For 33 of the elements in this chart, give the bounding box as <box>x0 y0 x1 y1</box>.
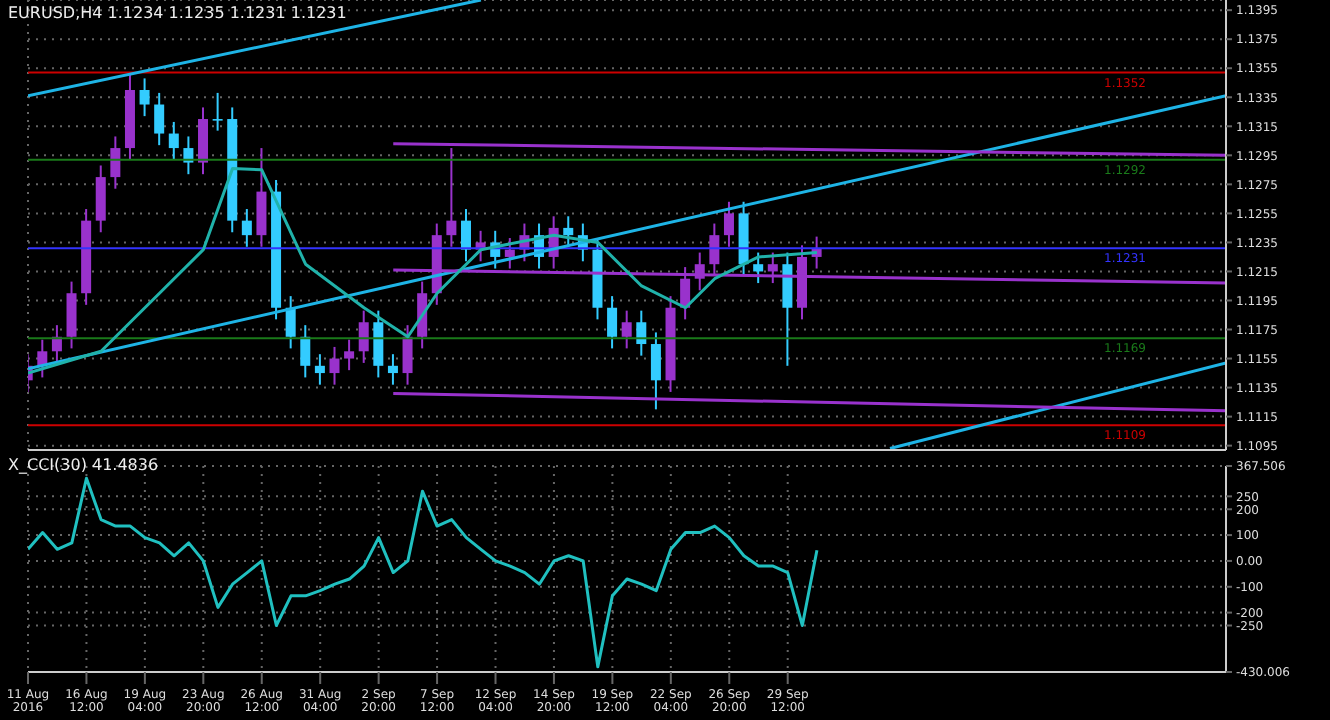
candlestick <box>607 295 618 350</box>
candlestick <box>563 215 574 248</box>
candlestick <box>256 147 267 248</box>
chart-title: X_CCI(30) 41.4836 <box>8 456 159 474</box>
candlestick <box>387 353 398 386</box>
candlestick <box>285 295 296 350</box>
candlestick <box>66 280 77 350</box>
candlestick <box>373 309 384 379</box>
candlestick <box>198 106 209 176</box>
candlestick <box>753 251 764 285</box>
candlestick <box>168 120 179 161</box>
candlestick <box>621 309 632 350</box>
candlestick <box>300 324 311 379</box>
candlestick <box>212 91 223 132</box>
candlestick <box>139 77 150 118</box>
chart-title: EURUSD,H4 1.1234 1.1235 1.1231 1.1231 <box>8 4 347 22</box>
candlestick <box>723 200 734 248</box>
candlestick <box>782 251 793 367</box>
candlestick <box>650 331 661 411</box>
candlestick <box>154 91 165 147</box>
candlestick <box>241 208 252 248</box>
candlestick <box>329 345 340 386</box>
candlestick <box>636 309 647 357</box>
line-series <box>28 476 819 669</box>
candlestick <box>402 324 413 386</box>
candlestick <box>95 164 106 234</box>
candlestick <box>358 309 369 364</box>
candlestick <box>344 338 355 372</box>
candlestick <box>110 135 121 190</box>
candlestick <box>183 135 194 176</box>
candlestick <box>314 353 325 386</box>
candlestick <box>37 338 48 379</box>
candlestick <box>460 208 471 263</box>
